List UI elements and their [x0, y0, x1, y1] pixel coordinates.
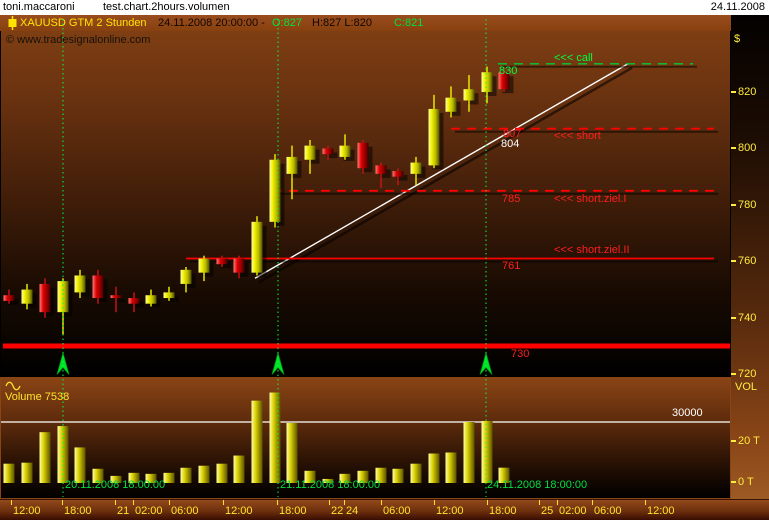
- time-tick: [277, 500, 278, 505]
- price-pane[interactable]: © www.tradesignalonline.com <<< call 830…: [1, 31, 730, 376]
- time-tick: [539, 500, 540, 505]
- time-label: 18:00: [489, 505, 517, 517]
- support-level-value: 730: [511, 348, 530, 360]
- time-tick: [115, 500, 116, 505]
- axis-tick-label: 760: [738, 255, 757, 268]
- time-label: 02:00: [559, 505, 587, 517]
- axis-tick-label: 780: [738, 198, 757, 211]
- time-label: 22: [331, 505, 344, 517]
- time-label: 12:00: [436, 505, 464, 517]
- price-chart-canvas: [3, 63, 730, 375]
- price-axis-unit: $: [734, 33, 741, 45]
- indicator-wave-icon: [5, 381, 21, 391]
- volume-header: Volume 7538: [5, 380, 69, 403]
- time-label: 02:00: [135, 505, 163, 517]
- time-label: 12:00: [13, 505, 41, 517]
- time-label: 18:00: [64, 505, 92, 517]
- short-target1-value: 785: [502, 193, 521, 205]
- close-value: C:821: [394, 17, 424, 29]
- short-target2-value: 761: [502, 260, 521, 272]
- time-tick: [645, 500, 646, 505]
- time-tick: [557, 500, 558, 505]
- time-tick: [381, 500, 382, 505]
- candlestick-icon: [8, 16, 17, 30]
- session-date-label: 21.11.2008 18:00:00: [280, 479, 381, 491]
- short-current-value: 804: [501, 138, 520, 150]
- session-date-label: 20.11.2008 18:00:00: [65, 479, 166, 491]
- axis-tick: [731, 440, 736, 443]
- price-axis[interactable]: $ VOL 820 800 780 760 740 720 20 T 0 T: [731, 15, 769, 499]
- volume-value: 7538: [44, 391, 70, 403]
- time-tick: [592, 500, 593, 505]
- axis-tick: [731, 147, 736, 150]
- high-low-values: H:827 L:820: [312, 17, 372, 29]
- open-value: O:827: [272, 17, 302, 29]
- time-label: 24: [346, 505, 359, 517]
- time-tick: [487, 500, 488, 505]
- symbol-label: XAUUSD GTM 2 Stunden: [20, 17, 147, 29]
- time-tick: [344, 500, 345, 505]
- chart-area: XAUUSD GTM 2 Stunden 24.11.2008 20:00:00…: [0, 15, 769, 520]
- axis-tick: [731, 91, 736, 93]
- time-tick: [223, 500, 224, 505]
- user-label: toni.maccaroni: [3, 1, 75, 13]
- time-tick: [169, 500, 170, 505]
- watermark: © www.tradesignalonline.com: [6, 34, 151, 46]
- time-label: 18:00: [279, 505, 307, 517]
- axis-tick-label: 720: [738, 368, 757, 381]
- axis-tick-label: 820: [738, 86, 757, 98]
- time-label: 25: [541, 505, 554, 517]
- time-tick: [329, 500, 330, 505]
- time-label: 06:00: [383, 505, 411, 517]
- axis-tick-label: 0 T: [738, 476, 754, 488]
- time-axis[interactable]: 12:00 18:00 21 02:00 06:00 12:00 18:00 22 24 06:0…: [0, 499, 769, 520]
- session-date-label: 24.11.2008 18:00:00: [487, 479, 588, 491]
- time-label: 06:00: [594, 505, 622, 517]
- axis-tick-label: 740: [738, 311, 757, 324]
- time-label: 12:00: [225, 505, 253, 517]
- chart-name-label: test.chart.2hours.volumen: [103, 1, 230, 13]
- chart-title-bar: XAUUSD GTM 2 Stunden 24.11.2008 20:00:00…: [0, 15, 731, 31]
- call-level-value: 830: [499, 65, 518, 77]
- window-title-bar: toni.maccaroni test.chart.2hours.volumen…: [0, 0, 769, 15]
- axis-tick: [731, 260, 736, 263]
- axis-tick: [731, 316, 736, 319]
- time-tick: [434, 500, 435, 505]
- axis-tick: [731, 481, 736, 483]
- time-tick: [11, 500, 12, 505]
- short-target2-label[interactable]: <<< short.ziel.II: [554, 244, 630, 256]
- time-label: 21: [117, 505, 130, 517]
- short-level-value: 807: [503, 128, 522, 140]
- axis-tick-label: 20 T: [738, 435, 760, 448]
- time-tick: [62, 500, 63, 505]
- short-target1-label[interactable]: <<< short.ziel.I: [554, 193, 627, 205]
- window-date-label: 24.11.2008: [710, 1, 765, 13]
- axis-tick: [731, 203, 736, 206]
- axis-tick-label: 800: [738, 142, 757, 155]
- volume-threshold-label: 30000: [672, 407, 703, 419]
- volume-label: Volume: [5, 391, 42, 403]
- time-label: 06:00: [171, 505, 199, 517]
- time-tick: [133, 500, 134, 505]
- volume-pane[interactable]: Volume 7538 30000 20.11.2008 18:00:00 21…: [0, 377, 731, 499]
- call-level-label[interactable]: <<< call: [554, 52, 593, 64]
- short-level-label[interactable]: <<< short: [554, 130, 601, 142]
- time-label: 12:00: [647, 505, 675, 517]
- axis-tick: [731, 373, 736, 376]
- bar-timestamp: 24.11.2008 20:00:00 -: [158, 17, 265, 29]
- volume-axis-label: VOL: [735, 381, 758, 393]
- volume-chart-canvas: [1, 392, 730, 483]
